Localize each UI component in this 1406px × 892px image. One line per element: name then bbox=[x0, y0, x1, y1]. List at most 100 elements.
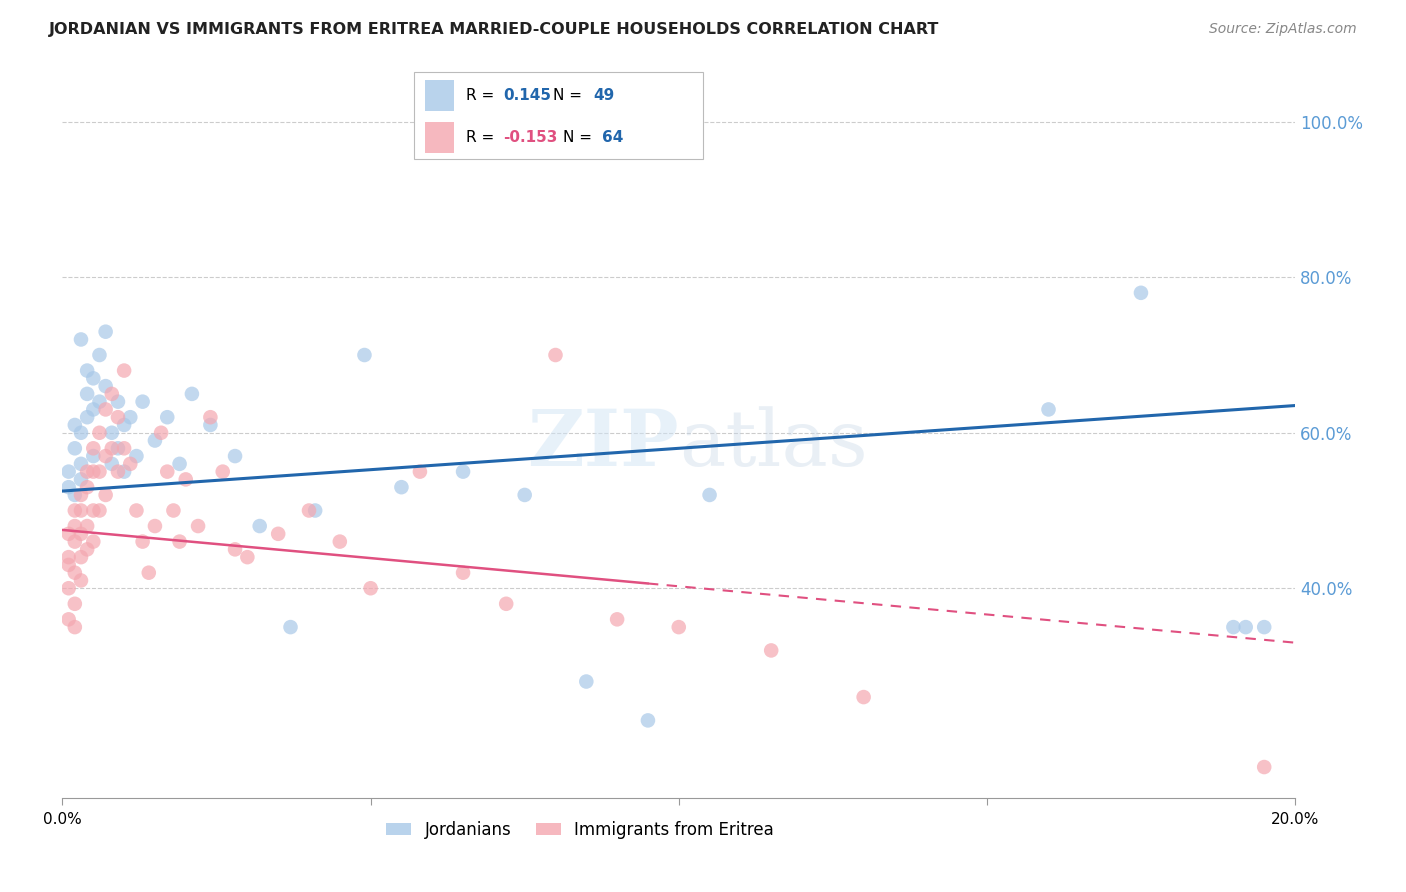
Point bbox=[58, 526, 80, 541]
Point bbox=[606, 612, 628, 626]
Point bbox=[101, 442, 124, 456]
Point bbox=[70, 457, 93, 471]
Point bbox=[112, 442, 135, 456]
Point bbox=[211, 465, 233, 479]
Point bbox=[125, 449, 148, 463]
Text: atlas: atlas bbox=[679, 406, 868, 482]
Point bbox=[89, 503, 111, 517]
Point bbox=[1038, 402, 1060, 417]
Point bbox=[82, 442, 104, 456]
Point bbox=[70, 488, 93, 502]
Point bbox=[58, 612, 80, 626]
Point bbox=[63, 488, 86, 502]
Point bbox=[101, 425, 124, 440]
Point bbox=[94, 379, 117, 393]
Point bbox=[236, 550, 259, 565]
Point bbox=[94, 449, 117, 463]
Point bbox=[120, 457, 142, 471]
Point bbox=[76, 465, 98, 479]
Point bbox=[107, 442, 129, 456]
Point bbox=[70, 333, 93, 347]
Point bbox=[150, 425, 173, 440]
Point bbox=[76, 387, 98, 401]
Point bbox=[89, 348, 111, 362]
Point bbox=[353, 348, 375, 362]
Point bbox=[112, 417, 135, 432]
Point bbox=[174, 472, 197, 486]
Point bbox=[63, 620, 86, 634]
Point bbox=[107, 465, 129, 479]
Point bbox=[112, 465, 135, 479]
Point bbox=[544, 348, 567, 362]
Point bbox=[76, 519, 98, 533]
Point bbox=[63, 503, 86, 517]
Point bbox=[125, 503, 148, 517]
Point bbox=[82, 371, 104, 385]
Point bbox=[298, 503, 321, 517]
Point bbox=[107, 410, 129, 425]
Point bbox=[391, 480, 413, 494]
Point bbox=[162, 503, 184, 517]
Point bbox=[451, 566, 474, 580]
Point bbox=[169, 457, 191, 471]
Point bbox=[143, 519, 166, 533]
Point bbox=[699, 488, 721, 502]
Point bbox=[329, 534, 352, 549]
Point bbox=[63, 519, 86, 533]
Point bbox=[76, 542, 98, 557]
Text: Source: ZipAtlas.com: Source: ZipAtlas.com bbox=[1209, 22, 1357, 37]
Point bbox=[668, 620, 690, 634]
Text: 20.0%: 20.0% bbox=[1271, 812, 1319, 827]
Point bbox=[63, 566, 86, 580]
Point bbox=[101, 457, 124, 471]
Point bbox=[112, 363, 135, 377]
Point bbox=[224, 542, 246, 557]
Point bbox=[451, 465, 474, 479]
Point bbox=[82, 534, 104, 549]
Point bbox=[187, 519, 209, 533]
Point bbox=[156, 465, 179, 479]
Point bbox=[70, 503, 93, 517]
Point bbox=[1253, 620, 1275, 634]
Point bbox=[852, 690, 875, 704]
Point bbox=[58, 550, 80, 565]
Point bbox=[156, 410, 179, 425]
Point bbox=[1253, 760, 1275, 774]
Point bbox=[82, 465, 104, 479]
Point bbox=[304, 503, 326, 517]
Point bbox=[267, 526, 290, 541]
Point bbox=[409, 465, 432, 479]
Point bbox=[101, 387, 124, 401]
Point bbox=[89, 394, 111, 409]
Point bbox=[249, 519, 271, 533]
Point bbox=[200, 417, 222, 432]
Point bbox=[63, 597, 86, 611]
Point bbox=[82, 503, 104, 517]
Point bbox=[63, 417, 86, 432]
Text: ZIP: ZIP bbox=[527, 406, 679, 482]
Legend: Jordanians, Immigrants from Eritrea: Jordanians, Immigrants from Eritrea bbox=[380, 814, 780, 846]
Point bbox=[89, 465, 111, 479]
Point bbox=[94, 488, 117, 502]
Point bbox=[200, 410, 222, 425]
Point bbox=[495, 597, 517, 611]
Point bbox=[180, 387, 202, 401]
Point bbox=[70, 550, 93, 565]
Point bbox=[82, 402, 104, 417]
Point bbox=[76, 480, 98, 494]
Point bbox=[58, 480, 80, 494]
Point bbox=[280, 620, 302, 634]
Point bbox=[169, 534, 191, 549]
Point bbox=[1234, 620, 1257, 634]
Point bbox=[224, 449, 246, 463]
Point bbox=[131, 534, 153, 549]
Point bbox=[58, 581, 80, 595]
Point bbox=[58, 558, 80, 572]
Point bbox=[58, 465, 80, 479]
Point bbox=[143, 434, 166, 448]
Point bbox=[63, 442, 86, 456]
Point bbox=[120, 410, 142, 425]
Text: JORDANIAN VS IMMIGRANTS FROM ERITREA MARRIED-COUPLE HOUSEHOLDS CORRELATION CHART: JORDANIAN VS IMMIGRANTS FROM ERITREA MAR… bbox=[49, 22, 939, 37]
Point bbox=[70, 425, 93, 440]
Point bbox=[94, 325, 117, 339]
